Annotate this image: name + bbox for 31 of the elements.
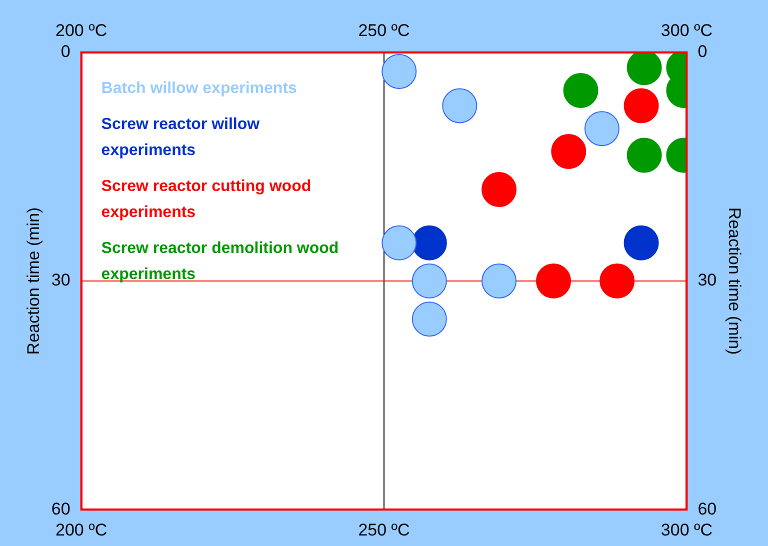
point (382, 225, 417, 260)
point (624, 225, 659, 260)
x-tick-label: 250 ºC (358, 520, 410, 540)
point (536, 264, 572, 298)
y2-tick-label: 0 (698, 42, 708, 62)
text: Screw reactor cutting wood experiments (101, 178, 312, 221)
point (584, 111, 620, 146)
point (600, 264, 635, 298)
x-tick-label: 300 ºC (660, 520, 712, 540)
x2-tick-label: 250 ºC (358, 20, 410, 40)
y2-tick-label: 60 (698, 499, 717, 518)
x-tick-label: 200 ºC (56, 520, 108, 540)
y-tick-label: 60 (51, 499, 70, 518)
y-tick-label: 30 (51, 270, 70, 290)
point (442, 88, 478, 124)
x2-tick-label: 200 ºC (56, 20, 108, 40)
point (412, 264, 447, 298)
x2-tick-label: 300 ºC (660, 20, 712, 40)
y-tick-label: 0 (60, 42, 70, 62)
point (482, 172, 517, 208)
y2-axis-title: Reaction time (min) (725, 207, 744, 355)
text: Screw reactor demolition wood experiments (101, 240, 339, 283)
point (482, 264, 517, 298)
y2-tick-label: 30 (698, 270, 717, 290)
text: Screw reactor willow experiments (101, 116, 260, 159)
point (551, 134, 586, 169)
point (624, 88, 659, 124)
text: Batch willow experiments (101, 80, 298, 97)
point (382, 54, 417, 89)
y-axis-title: Reaction time (min) (24, 207, 43, 355)
point (412, 302, 447, 337)
